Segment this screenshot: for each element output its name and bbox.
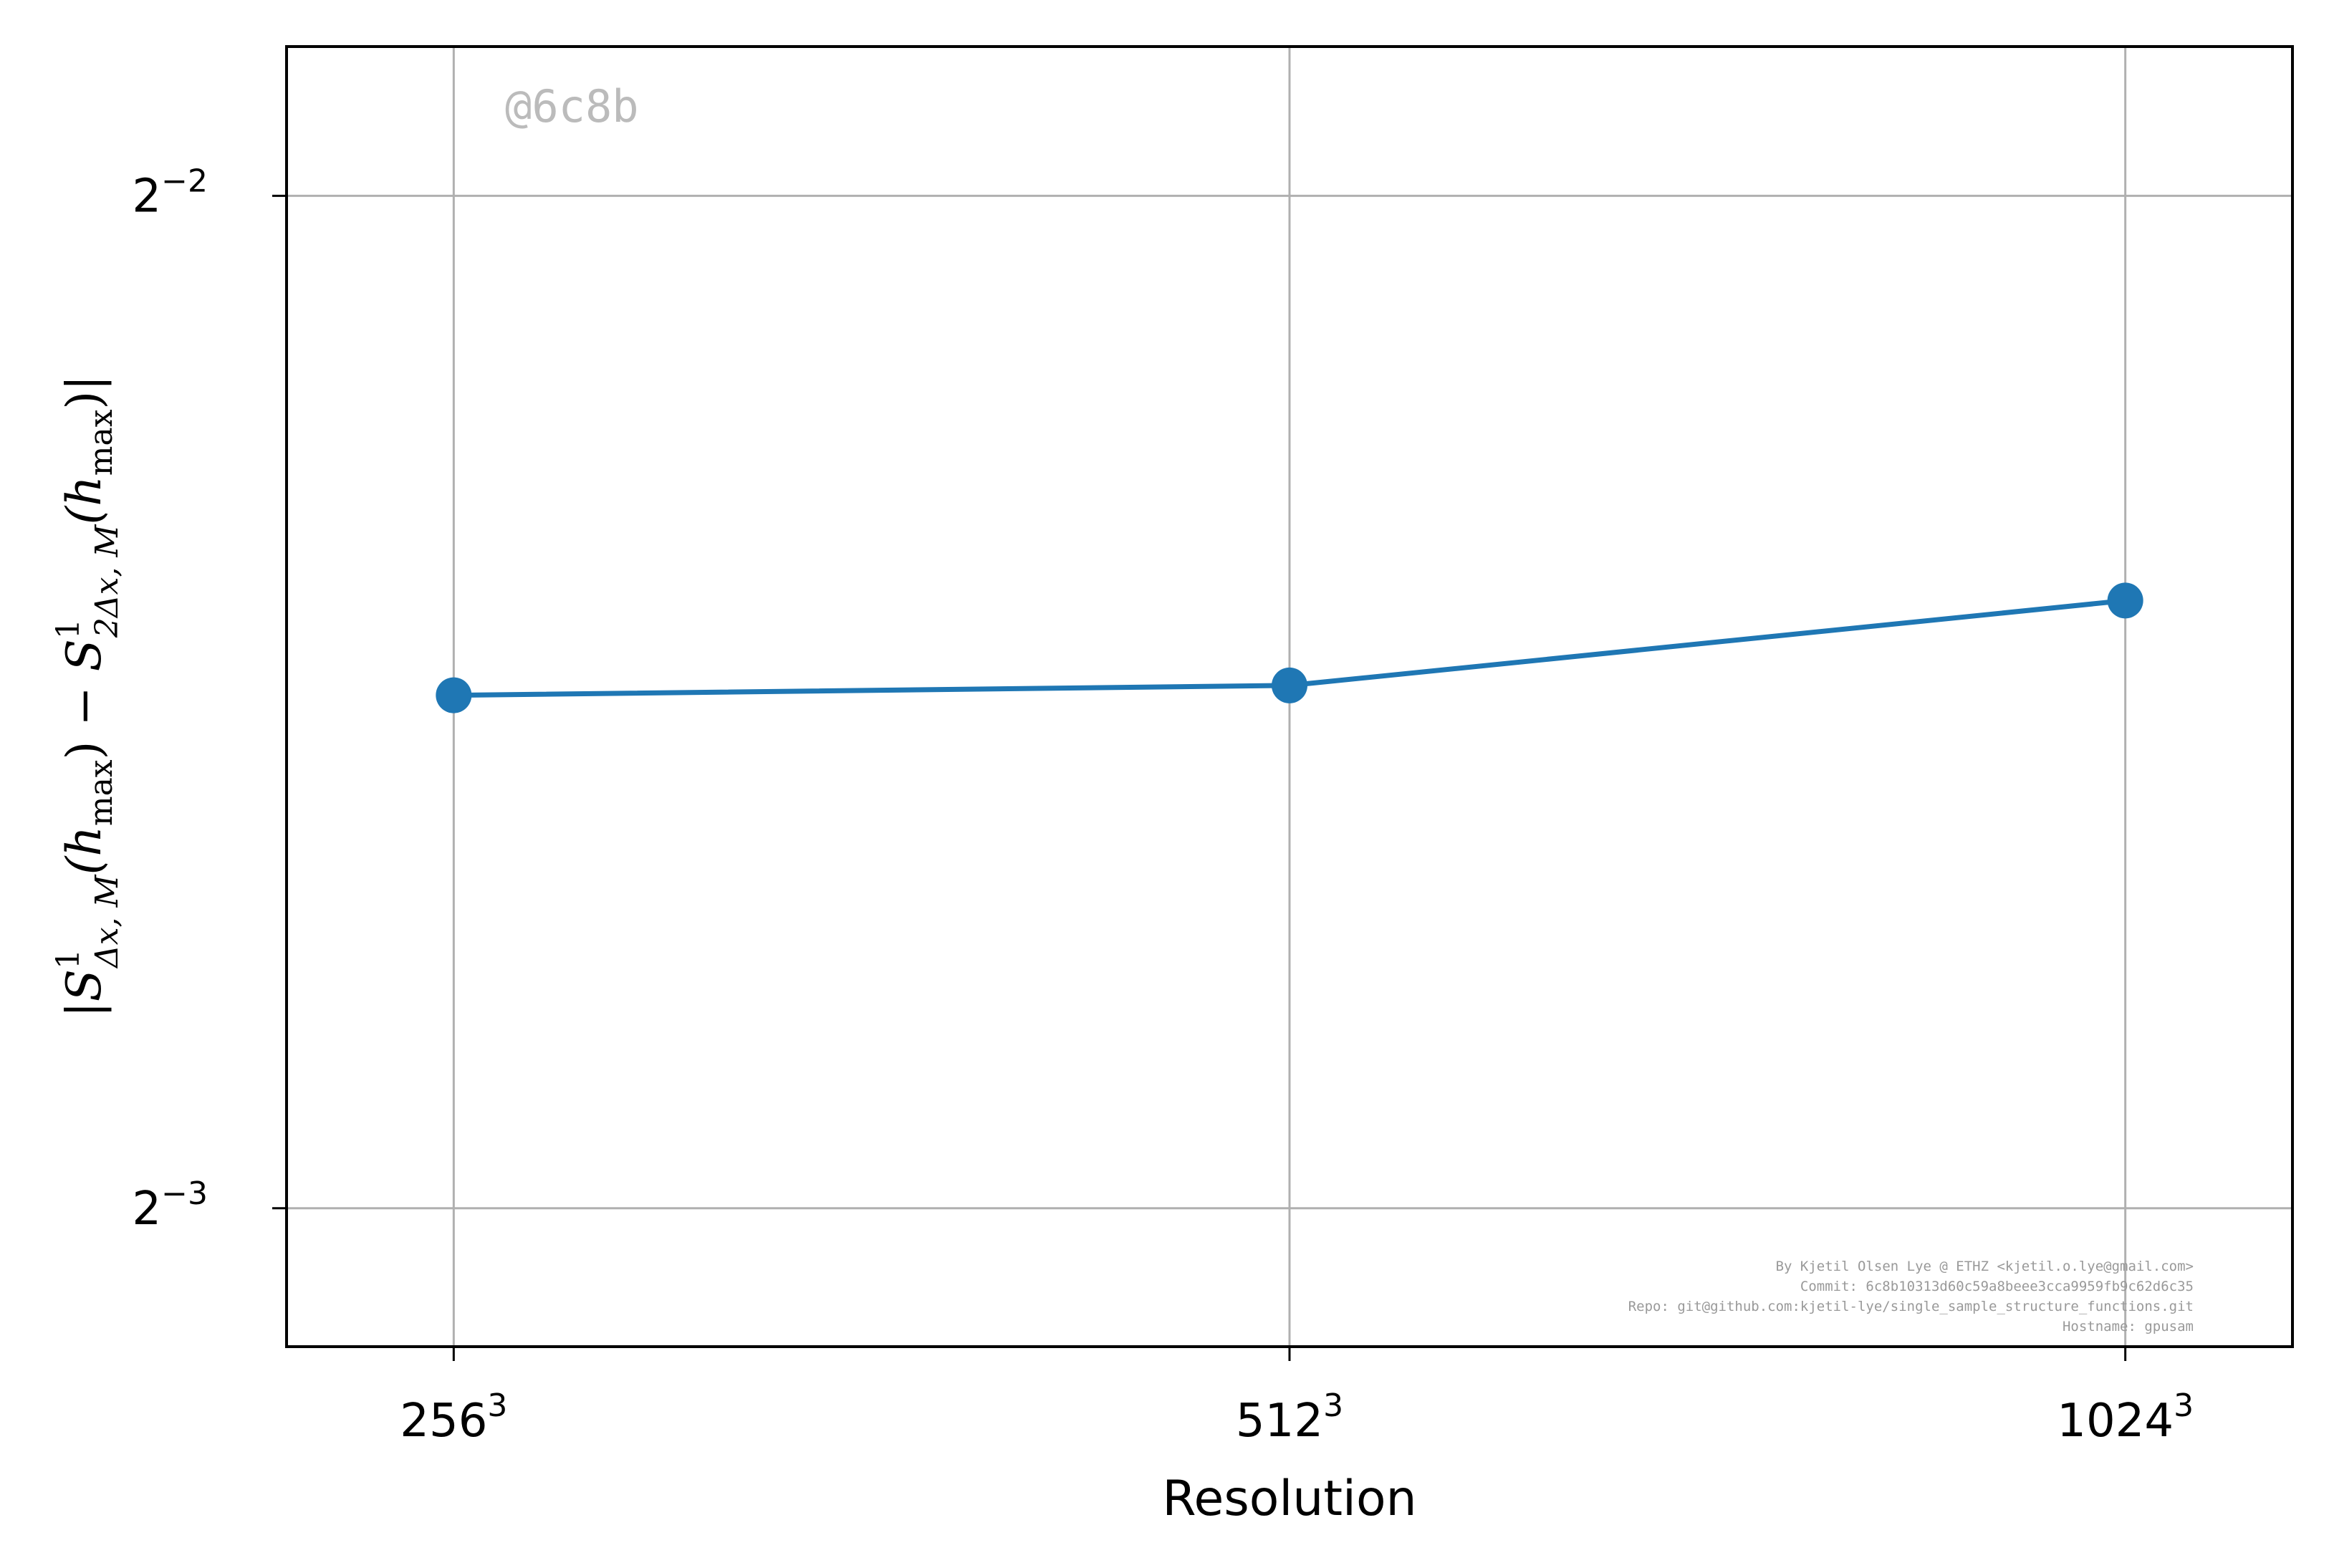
ylabel-abs-close: |	[57, 375, 112, 390]
data-point	[1272, 667, 1307, 703]
grid-lines	[287, 47, 2292, 1347]
x-tick-label-base: 1024	[2057, 1395, 2174, 1448]
ylabel-h2-open: (h	[57, 476, 112, 524]
x-tick-label: 10243	[2057, 1387, 2194, 1448]
credits-line-repo: Repo: git@github.com:kjetil-lye/single_s…	[1628, 1299, 2194, 1314]
x-axis-label: Resolution	[1162, 1471, 1416, 1527]
y-tick-label: 2−2	[132, 163, 208, 223]
y-tick-label-exponent: −2	[161, 163, 208, 199]
ylabel-abs-open: |	[57, 1001, 112, 1017]
x-tick-label-exponent: 3	[487, 1387, 507, 1424]
ylabel-h1-sub: max	[83, 759, 120, 826]
ylabel-s1: S	[57, 969, 112, 1001]
data-point	[2107, 582, 2143, 619]
x-tick-label-base: 256	[400, 1395, 487, 1448]
y-tick-label-base: 2	[132, 1183, 161, 1236]
x-tick-label-base: 512	[1236, 1395, 1323, 1448]
x-tick-label: 2563	[400, 1387, 507, 1448]
x-tick-label-exponent: 3	[2174, 1387, 2194, 1424]
ylabel-h1-open: (h	[57, 826, 112, 875]
ylabel-s2-sub: 2Δx, M	[89, 524, 125, 639]
ylabel-h2-close: )	[57, 391, 112, 410]
credits-block: By Kjetil Olsen Lye @ ETHZ <kjetil.o.lye…	[1628, 1259, 2194, 1334]
x-tick-label: 5123	[1236, 1387, 1343, 1448]
x-ticks: 2563 5123 10243	[400, 1347, 2194, 1448]
credits-line-hostname: Hostname: gpusam	[2063, 1319, 2194, 1334]
y-tick-label-base: 2	[132, 170, 161, 223]
ylabel-h1-close: )	[57, 741, 112, 760]
ylabel-s2-sup: 1	[50, 619, 87, 639]
ylabel-s1-sup: 1	[50, 949, 87, 969]
ylabel-s2: S	[57, 639, 112, 671]
ylabel-s1-sub: Δx, M	[89, 874, 125, 969]
series-layer	[436, 582, 2143, 713]
ylabel-minus: −	[57, 671, 112, 741]
ylabel-h2-sub: max	[83, 409, 120, 476]
y-tick-label: 2−3	[132, 1175, 208, 1236]
x-tick-label-exponent: 3	[1323, 1387, 1343, 1424]
credits-line-commit: Commit: 6c8b10313d60c59a8beee3cca9959fb9…	[1800, 1279, 2194, 1294]
watermark-label: @6c8b	[505, 80, 639, 133]
y-axis-label: |S1Δx, M(hmax) − S12Δx, M(hmax)|	[50, 375, 125, 1017]
credits-line-author: By Kjetil Olsen Lye @ ETHZ <kjetil.o.lye…	[1776, 1259, 2194, 1274]
data-point	[436, 677, 472, 713]
y-tick-label-exponent: −3	[161, 1175, 208, 1212]
y-ticks: 2−22−3	[132, 163, 287, 1236]
